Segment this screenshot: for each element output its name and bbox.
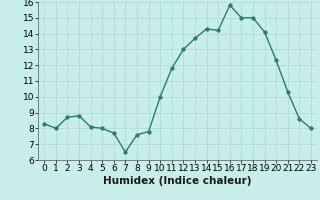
- X-axis label: Humidex (Indice chaleur): Humidex (Indice chaleur): [103, 176, 252, 186]
